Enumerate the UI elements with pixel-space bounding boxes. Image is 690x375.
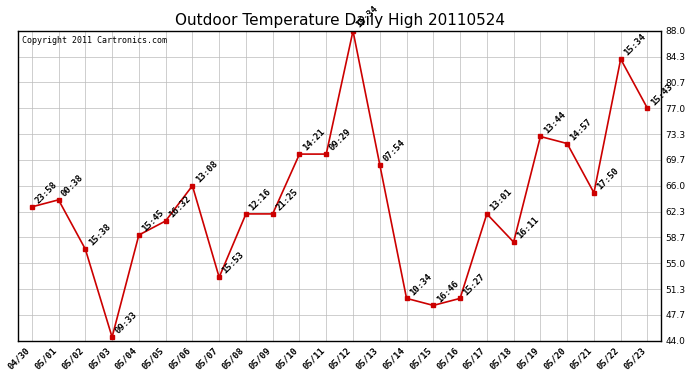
Text: 09:33: 09:33 bbox=[113, 310, 139, 336]
Text: 21:25: 21:25 bbox=[274, 187, 299, 213]
Text: 10:34: 10:34 bbox=[408, 272, 433, 297]
Text: 14:21: 14:21 bbox=[301, 128, 326, 153]
Text: 16:32: 16:32 bbox=[167, 194, 193, 220]
Title: Outdoor Temperature Daily High 20110524: Outdoor Temperature Daily High 20110524 bbox=[175, 13, 504, 28]
Text: 17:50: 17:50 bbox=[595, 166, 621, 191]
Text: 15:38: 15:38 bbox=[87, 222, 112, 248]
Text: 15:34: 15:34 bbox=[622, 32, 647, 58]
Text: 16:46: 16:46 bbox=[435, 279, 460, 304]
Text: 13:01: 13:01 bbox=[489, 187, 513, 213]
Text: 07:54: 07:54 bbox=[381, 138, 406, 163]
Text: 14:57: 14:57 bbox=[569, 117, 594, 142]
Text: 00:38: 00:38 bbox=[60, 173, 86, 198]
Text: 12:16: 12:16 bbox=[247, 187, 273, 213]
Text: 16:11: 16:11 bbox=[515, 215, 540, 241]
Text: 15:45: 15:45 bbox=[140, 208, 166, 234]
Text: 13:44: 13:44 bbox=[542, 110, 567, 135]
Text: 15:27: 15:27 bbox=[462, 272, 487, 297]
Text: 09:29: 09:29 bbox=[328, 128, 353, 153]
Text: 15:34: 15:34 bbox=[355, 4, 380, 30]
Text: 15:53: 15:53 bbox=[221, 251, 246, 276]
Text: 23:58: 23:58 bbox=[33, 180, 59, 206]
Text: 13:08: 13:08 bbox=[194, 159, 219, 184]
Text: Copyright 2011 Cartronics.com: Copyright 2011 Cartronics.com bbox=[21, 36, 166, 45]
Text: 15:43: 15:43 bbox=[649, 82, 674, 107]
